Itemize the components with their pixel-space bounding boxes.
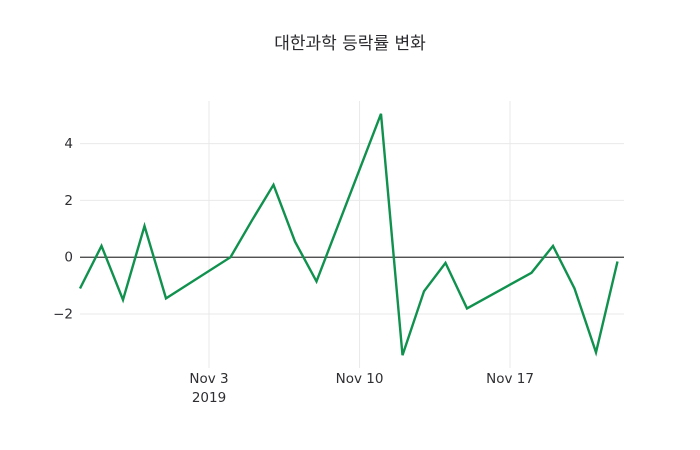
gridlines bbox=[80, 101, 624, 368]
y-axis-labels: −2 0 2 4 bbox=[53, 136, 73, 322]
series-line-등락률 bbox=[78, 113, 619, 357]
x-tick-label: Nov 3 bbox=[189, 371, 228, 387]
y-tick-label: 4 bbox=[64, 136, 73, 152]
y-tick-label: 2 bbox=[64, 193, 73, 209]
y-tick-label: 0 bbox=[64, 250, 73, 266]
x-tick-label: Nov 17 bbox=[486, 371, 534, 387]
x-tick-sublabel: 2019 bbox=[192, 390, 226, 406]
x-tick-label: Nov 10 bbox=[336, 371, 384, 387]
series-group bbox=[78, 113, 619, 357]
chart-title: 대한과학 등락률 변화 bbox=[274, 34, 426, 54]
x-axis-labels: Nov 3 2019 Nov 10 Nov 17 bbox=[189, 371, 534, 406]
y-tick-label: −2 bbox=[53, 307, 73, 323]
